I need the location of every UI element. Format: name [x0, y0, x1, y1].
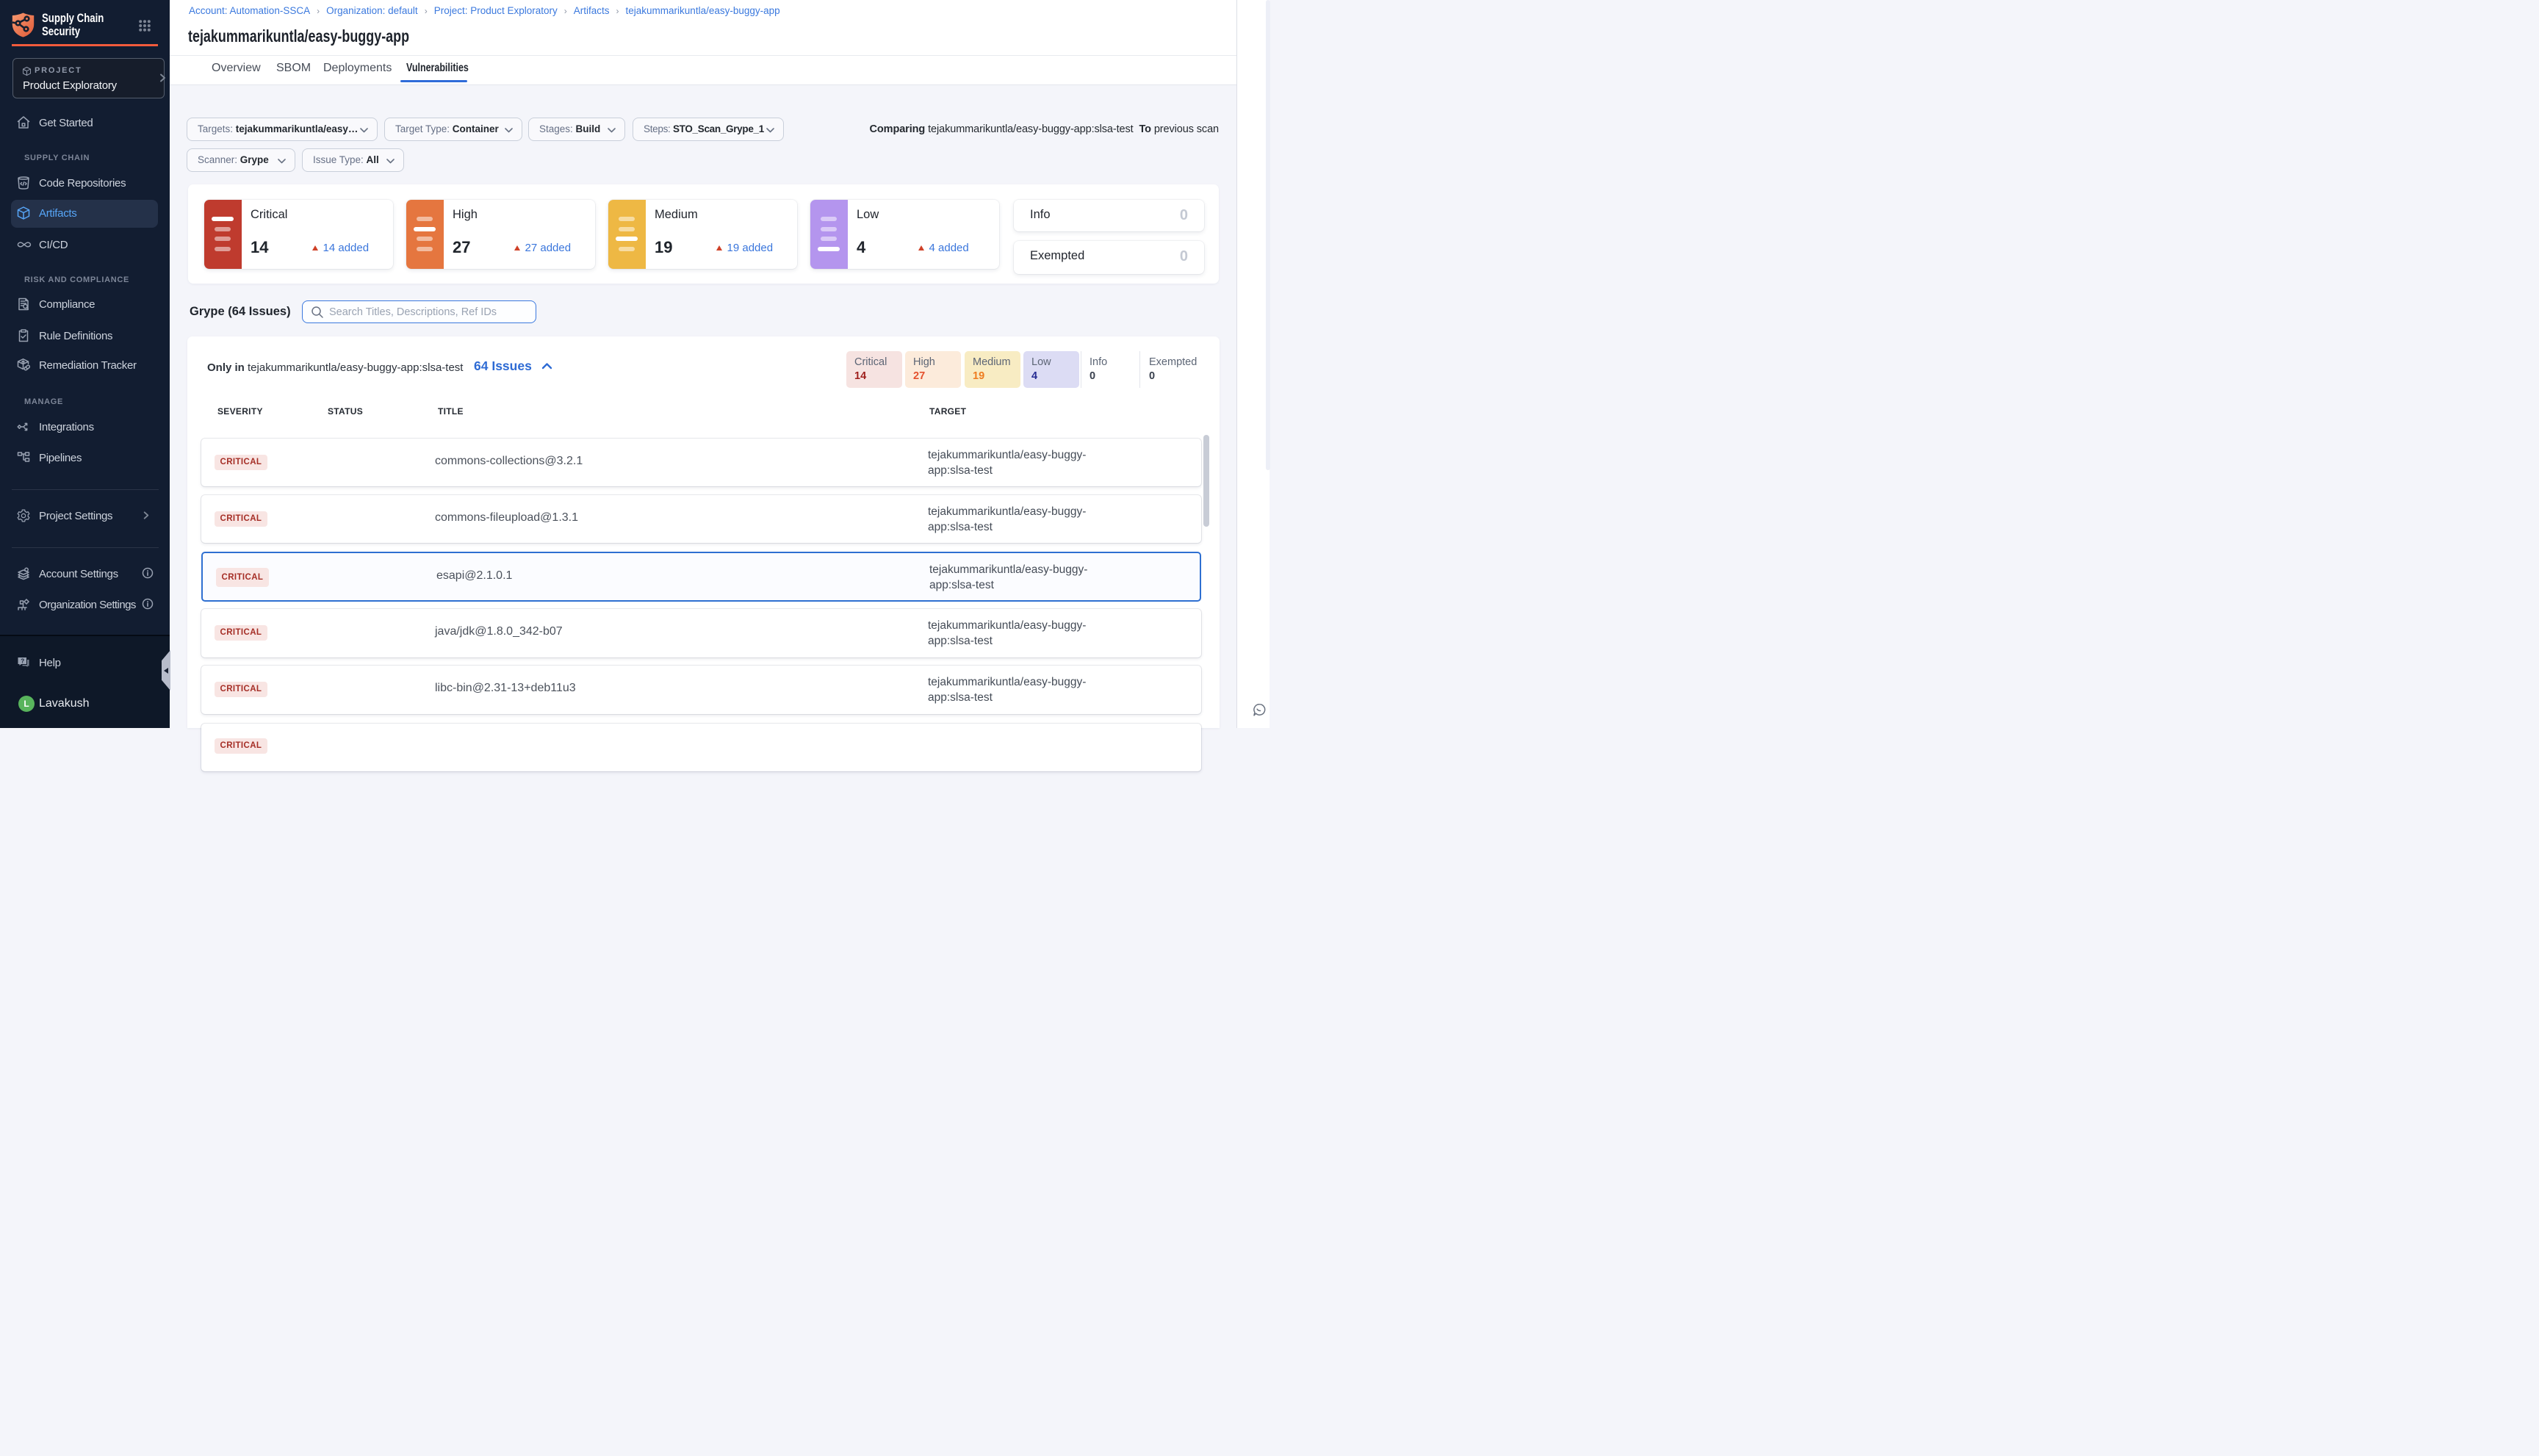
svg-text:?: ?: [21, 658, 24, 665]
